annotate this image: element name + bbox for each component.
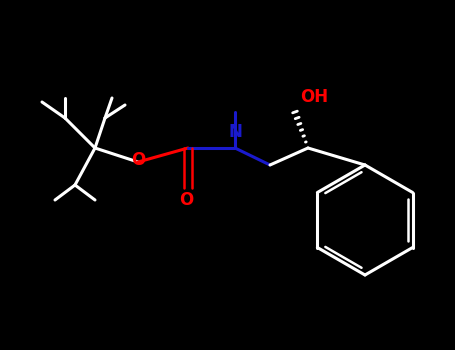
- Text: OH: OH: [300, 88, 328, 106]
- Text: N: N: [228, 123, 242, 141]
- Text: O: O: [131, 151, 145, 169]
- Text: O: O: [179, 191, 193, 209]
